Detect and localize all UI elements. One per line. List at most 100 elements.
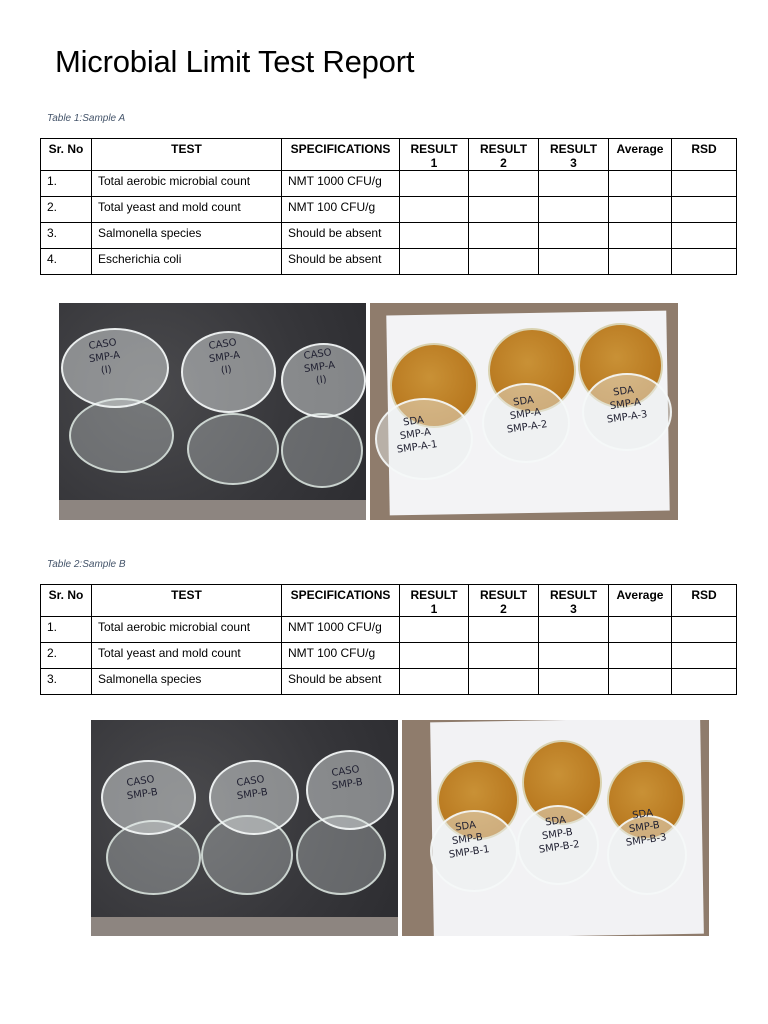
table-2-caption: Table 2:Sample B [47, 559, 126, 570]
result-cell [671, 196, 737, 223]
result-cell [468, 248, 539, 275]
column-header: SPECIFICATIONS [281, 138, 400, 171]
result-cell [671, 668, 737, 695]
petri-dish [607, 815, 687, 895]
result-cell [608, 668, 672, 695]
result-cell [608, 196, 672, 223]
column-header: SPECIFICATIONS [281, 584, 400, 617]
result-cell [538, 642, 609, 669]
result-cell [399, 222, 469, 249]
handwritten-plate-label: SDA SMP-B SMP-B-3 [625, 807, 668, 849]
petri-dish [209, 760, 299, 835]
column-header: Average [608, 138, 672, 171]
result-cell [399, 668, 469, 695]
petri-dish [281, 343, 366, 418]
handwritten-plate-label: CASO SMP-B [125, 774, 159, 803]
handwritten-plate-label: CASO SMP-B [330, 764, 364, 793]
result-cell [399, 170, 469, 197]
result-cell [671, 642, 737, 669]
table-cell: 2. [40, 642, 92, 669]
table-cell: Salmonella species [91, 222, 282, 249]
handwritten-plate-label: SDA SMP-A SMP-A-1 [396, 414, 439, 456]
result-cell [468, 642, 539, 669]
table-cell: 1. [40, 170, 92, 197]
column-header: Sr. No [40, 584, 92, 617]
table-cell: Total yeast and mold count [91, 642, 282, 669]
sample-a-sda-plates-photo: SDA SMP-A SMP-A-1 SDA SMP-A SMP-A-2 SDA … [370, 303, 678, 520]
petri-dish [582, 373, 672, 451]
result-cell [671, 222, 737, 249]
handwritten-plate-label: CASO SMP-A (I) [303, 347, 336, 387]
petri-dish [375, 398, 473, 480]
column-header: RESULT 1 [399, 584, 469, 617]
page-title: Microbial Limit Test Report [55, 44, 415, 79]
column-header: RESULT 2 [468, 138, 539, 171]
table-cell: NMT 100 CFU/g [281, 196, 400, 223]
result-cell [399, 616, 469, 643]
result-cell [538, 668, 609, 695]
result-cell [399, 196, 469, 223]
handwritten-plate-label: SDA SMP-B SMP-B-1 [448, 819, 491, 861]
sample-b-table: Sr. No TEST SPECIFICATIONS RESULT 1 RESULT 2… [40, 584, 737, 695]
result-cell [608, 170, 672, 197]
petri-dish [187, 413, 279, 485]
sample-b-sda-plates-photo: SDA SMP-B SMP-B-1 SDA SMP-B SMP-B-2 SDA … [402, 720, 709, 936]
result-cell [538, 196, 609, 223]
result-cell [468, 668, 539, 695]
column-header: RESULT 3 [538, 138, 609, 171]
column-header: RESULT 2 [468, 584, 539, 617]
table-row: 2. Total yeast and mold count NMT 100 CFU/… [40, 196, 737, 223]
table-cell: NMT 1000 CFU/g [281, 616, 400, 643]
result-cell [399, 248, 469, 275]
table-row: 1. Total aerobic microbial count NMT 1000 … [40, 616, 737, 643]
column-header: Sr. No [40, 138, 92, 171]
column-header: Average [608, 584, 672, 617]
column-header: TEST [91, 138, 282, 171]
result-cell [608, 616, 672, 643]
result-cell [608, 248, 672, 275]
petri-dish [101, 760, 196, 835]
result-cell [608, 642, 672, 669]
table-cell: 1. [40, 616, 92, 643]
table-cell: 2. [40, 196, 92, 223]
table-cell: 4. [40, 248, 92, 275]
result-cell [538, 222, 609, 249]
table-cell: Should be absent [281, 222, 400, 249]
handwritten-plate-label: SDA SMP-A SMP-A-2 [506, 394, 549, 436]
result-cell [399, 642, 469, 669]
table-row: 4. Escherichia coli Should be absent [40, 248, 737, 275]
table-1-caption: Table 1:Sample A [47, 113, 126, 124]
sample-b-caso-plates-photo: CASO SMP-B CASO SMP-B CASO SMP-B [91, 720, 398, 936]
result-cell [671, 616, 737, 643]
result-cell [538, 248, 609, 275]
petri-dish [61, 328, 169, 408]
petri-dish [306, 750, 394, 830]
table-header-row: Sr. No TEST SPECIFICATIONS RESULT 1 RESULT 2… [40, 138, 737, 171]
table-cell: Should be absent [281, 248, 400, 275]
result-cell [671, 170, 737, 197]
result-cell [468, 196, 539, 223]
column-header: RSD [671, 138, 737, 171]
handwritten-plate-label: CASO SMP-A (I) [88, 337, 121, 377]
column-header: RESULT 3 [538, 584, 609, 617]
table-cell: NMT 1000 CFU/g [281, 170, 400, 197]
table-cell: 3. [40, 668, 92, 695]
table-cell: Total aerobic microbial count [91, 616, 282, 643]
handwritten-plate-label: CASO SMP-A (I) [208, 337, 241, 377]
table-cell: Should be absent [281, 668, 400, 695]
column-header: TEST [91, 584, 282, 617]
result-cell [608, 222, 672, 249]
result-cell [468, 170, 539, 197]
table-cell: NMT 100 CFU/g [281, 642, 400, 669]
column-header: RESULT 1 [399, 138, 469, 171]
sample-a-caso-plates-photo: CASO SMP-A (I) CASO SMP-A (I) CASO SMP-A… [59, 303, 366, 520]
result-cell [468, 222, 539, 249]
table-row: 1. Total aerobic microbial count NMT 1000 … [40, 170, 737, 197]
handwritten-plate-label: CASO SMP-B [235, 774, 269, 803]
table-cell: Total yeast and mold count [91, 196, 282, 223]
petri-dish [430, 810, 518, 892]
petri-dish [69, 398, 174, 473]
table-row: 2. Total yeast and mold count NMT 100 CFU/… [40, 642, 737, 669]
table-row: 3. Salmonella species Should be absent [40, 668, 737, 695]
result-cell [468, 616, 539, 643]
